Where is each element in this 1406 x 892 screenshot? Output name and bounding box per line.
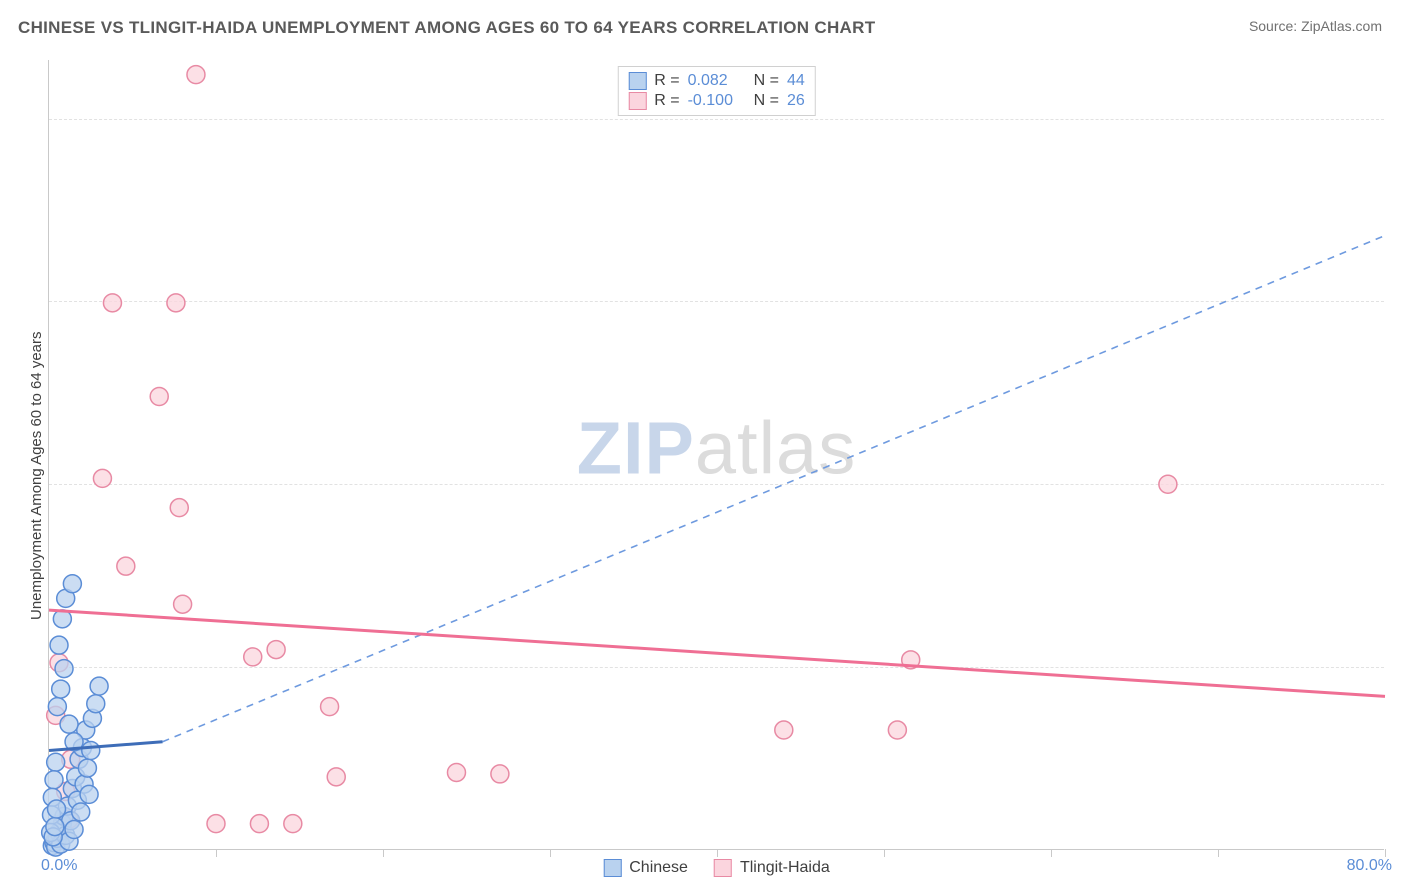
data-point [47,753,65,771]
legend-item: Tlingit-Haida [714,859,830,877]
y-axis-title: Unemployment Among Ages 60 to 64 years [28,331,45,620]
data-point [1159,475,1177,493]
data-point [174,595,192,613]
series-legend: Chinese Tlingit-Haida [603,859,830,877]
plot-area: ZIPatlas 12.5%25.0%37.5%50.0% 0.0% 80.0%… [48,60,1384,850]
data-point [321,698,339,716]
data-point [46,818,64,836]
data-point [63,575,81,593]
data-point [447,763,465,781]
data-point [55,660,73,678]
data-point [48,698,66,716]
legend-item: Chinese [603,859,688,877]
data-point [244,648,262,666]
trend-line [163,236,1385,742]
data-point [90,677,108,695]
source-attribution: Source: ZipAtlas.com [1249,18,1382,34]
data-point [491,765,509,783]
data-point [117,557,135,575]
legend-label: Chinese [629,859,688,877]
y-tick-label: 12.5% [1392,658,1406,676]
data-point [78,759,96,777]
y-tick-label: 25.0% [1392,475,1406,493]
data-point [103,294,121,312]
x-axis-max-label: 80.0% [1347,857,1392,875]
data-point [65,821,83,839]
data-point [50,636,68,654]
scatter-svg [49,60,1384,849]
data-point [250,815,268,833]
chart-title: CHINESE VS TLINGIT-HAIDA UNEMPLOYMENT AM… [18,18,875,38]
x-tick [884,849,885,857]
data-point [45,771,63,789]
data-point [284,815,302,833]
data-point [93,469,111,487]
data-point [80,785,98,803]
data-point [888,721,906,739]
source-value: ZipAtlas.com [1301,18,1382,34]
x-tick [1218,849,1219,857]
data-point [267,641,285,659]
legend-label: Tlingit-Haida [740,859,830,877]
x-axis-min-label: 0.0% [41,857,77,875]
data-point [52,680,70,698]
data-point [187,66,205,84]
data-point [170,499,188,517]
data-point [72,803,90,821]
x-tick [717,849,718,857]
x-tick [550,849,551,857]
data-point [87,695,105,713]
source-label: Source: [1249,18,1297,34]
data-point [150,387,168,405]
legend-swatch [714,859,732,877]
data-point [327,768,345,786]
data-point [82,742,100,760]
data-point [60,715,78,733]
x-tick [383,849,384,857]
y-tick-label: 37.5% [1392,292,1406,310]
x-tick [216,849,217,857]
legend-swatch [603,859,621,877]
data-point [48,800,66,818]
data-point [207,815,225,833]
data-point [167,294,185,312]
x-tick [1385,849,1386,857]
y-tick-label: 50.0% [1392,110,1406,128]
x-tick [1051,849,1052,857]
data-point [775,721,793,739]
